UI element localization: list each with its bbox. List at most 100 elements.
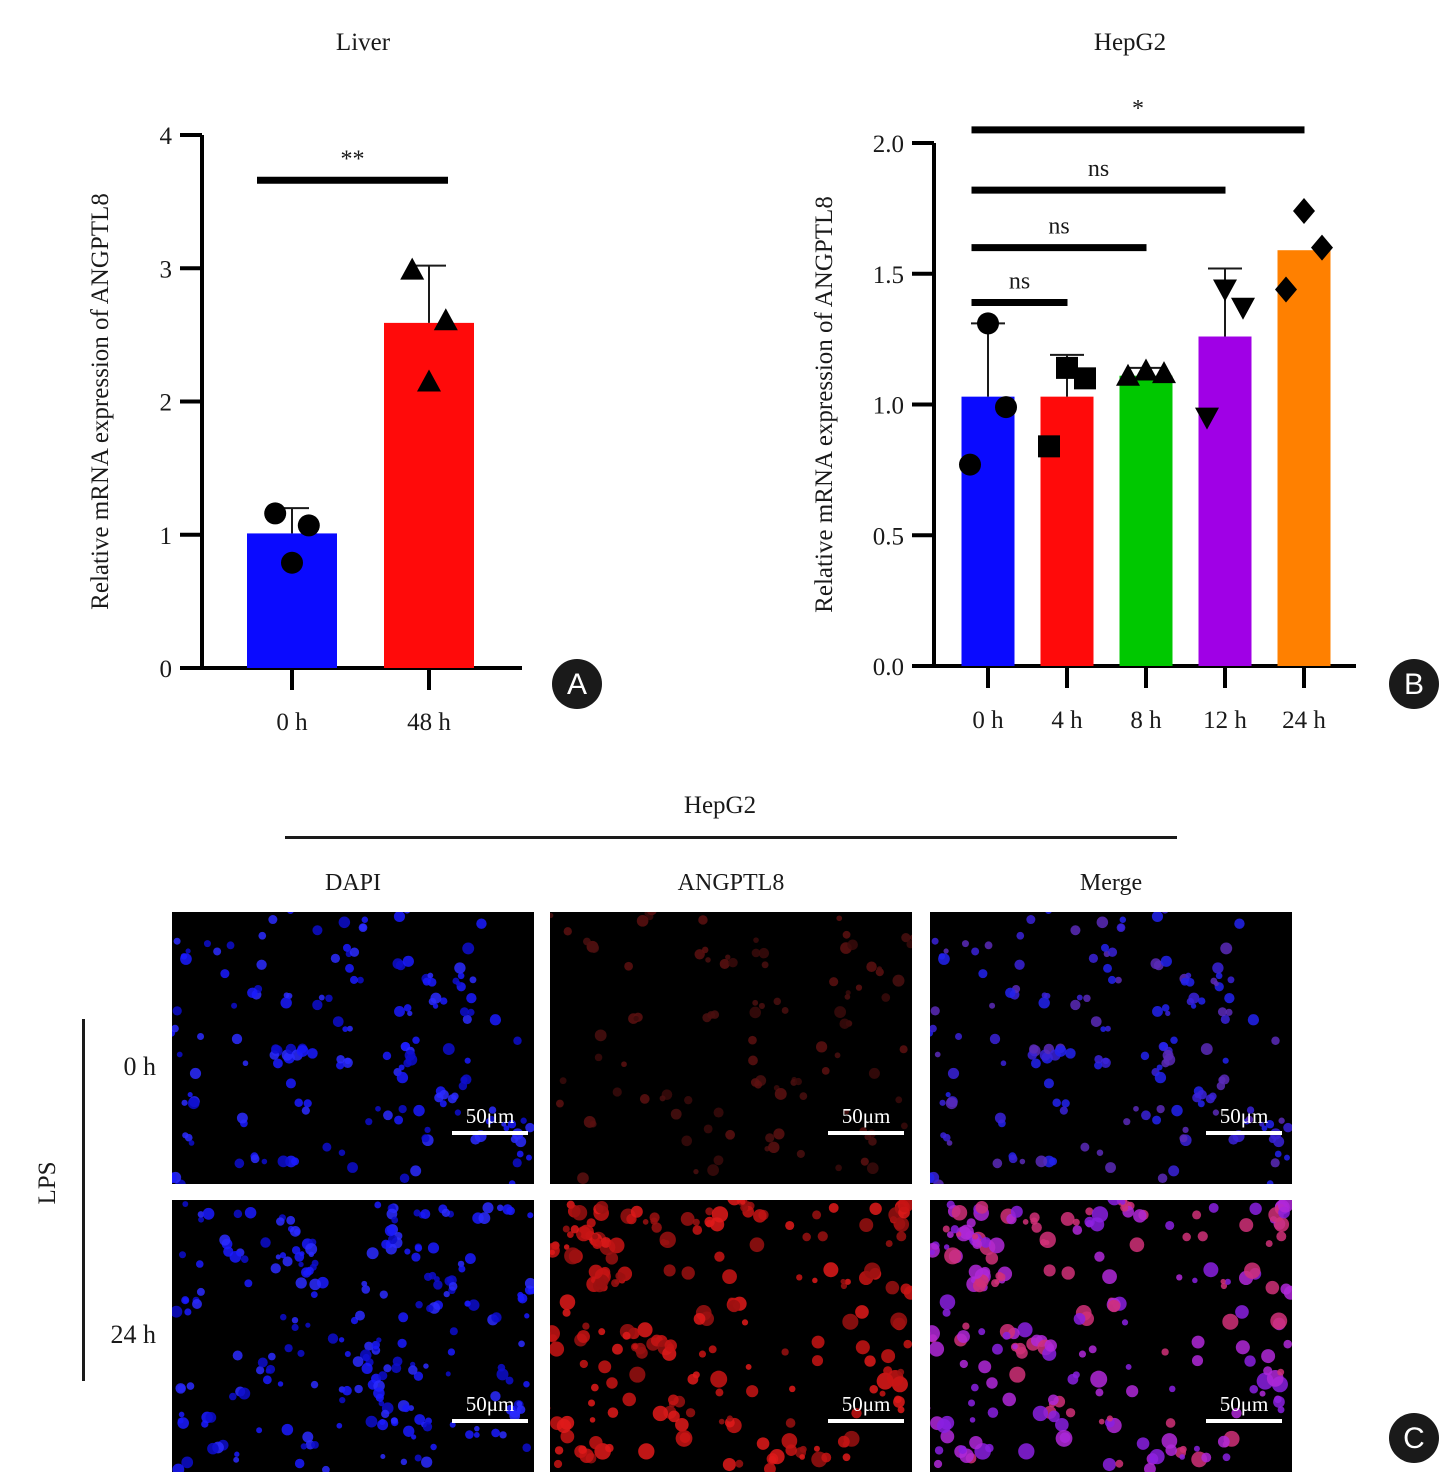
cell-nucleus xyxy=(1220,1014,1230,1024)
cell-nucleus xyxy=(524,1313,530,1319)
cell-nucleus xyxy=(336,1055,345,1064)
cell-nucleus xyxy=(1182,1232,1191,1242)
cell-nucleus xyxy=(1107,947,1118,957)
cell-nucleus xyxy=(774,1088,787,1100)
cell-nucleus xyxy=(1133,1209,1147,1223)
cell-nucleus xyxy=(842,1453,851,1462)
cell-nucleus xyxy=(812,1210,822,1220)
cell-nucleus xyxy=(1117,923,1125,931)
cell-nucleus xyxy=(179,1251,187,1259)
cell-nucleus xyxy=(197,1032,205,1040)
cell-nucleus xyxy=(869,1384,879,1394)
cell-nucleus xyxy=(403,1004,412,1012)
scale-bar-angptl8-24h: 50μm xyxy=(828,1392,904,1423)
cell-nucleus xyxy=(1055,1417,1069,1432)
cell-nucleus xyxy=(578,1445,587,1455)
cell-nucleus xyxy=(840,1282,848,1290)
micrograph-background xyxy=(550,912,912,1184)
cell-nucleus xyxy=(447,1094,457,1104)
cell-nucleus xyxy=(698,1350,707,1358)
cell-nucleus xyxy=(750,1078,760,1087)
cell-nucleus xyxy=(741,1319,749,1326)
cell-nucleus xyxy=(562,1308,571,1317)
cell-nucleus xyxy=(1215,972,1223,980)
cell-nucleus xyxy=(394,1006,405,1017)
cell-nucleus xyxy=(860,1157,869,1166)
x-tick-label: 8 h xyxy=(1130,707,1162,734)
cell-nucleus xyxy=(589,943,600,953)
cell-nucleus xyxy=(1096,916,1109,929)
cell-nucleus xyxy=(799,1454,805,1460)
cell-nucleus xyxy=(366,1247,379,1260)
cell-nucleus xyxy=(636,915,649,927)
cell-nucleus xyxy=(930,1024,937,1033)
cell-nucleus xyxy=(1270,1158,1280,1168)
cell-nucleus xyxy=(202,1207,215,1220)
cell-nucleus xyxy=(1161,912,1169,914)
cell-nucleus xyxy=(497,1363,506,1372)
cell-nucleus xyxy=(267,1352,276,1361)
cell-nucleus xyxy=(1016,931,1025,940)
cell-nucleus xyxy=(668,1410,680,1423)
cell-nucleus xyxy=(1278,1117,1285,1124)
cell-nucleus xyxy=(310,1380,319,1389)
cell-nucleus xyxy=(1065,1408,1076,1418)
cell-nucleus xyxy=(896,1231,907,1242)
cell-nucleus xyxy=(364,1341,374,1351)
cell-nucleus xyxy=(1266,1180,1274,1184)
cell-nucleus xyxy=(460,1076,468,1084)
svg-text:C: C xyxy=(1403,1422,1425,1455)
cell-nucleus xyxy=(893,1396,905,1408)
cell-nucleus xyxy=(298,1261,304,1268)
cell-nucleus xyxy=(735,1459,744,1468)
cell-nucleus xyxy=(1094,1251,1105,1262)
cell-nucleus xyxy=(257,1357,268,1368)
cell-nucleus xyxy=(559,1294,576,1310)
significance-label: ** xyxy=(341,146,365,172)
chart-a: Liver Relative mRNA expression of ANGPTL8… xyxy=(87,29,522,736)
cell-nucleus xyxy=(630,1205,643,1218)
cell-nucleus xyxy=(725,954,731,960)
cell-nucleus xyxy=(592,1233,599,1240)
cell-nucleus xyxy=(1235,1340,1250,1355)
cell-nucleus xyxy=(526,1154,532,1161)
svg-text:B: B xyxy=(1404,668,1424,701)
cell-nucleus xyxy=(1141,1110,1151,1121)
cell-nucleus xyxy=(1235,1305,1249,1319)
cell-nucleus xyxy=(909,934,912,941)
cell-nucleus xyxy=(181,1099,188,1106)
cell-nucleus xyxy=(424,1126,431,1133)
cell-nucleus xyxy=(1067,1373,1079,1385)
data-point xyxy=(959,453,981,476)
cell-nucleus xyxy=(345,963,354,973)
cell-nucleus xyxy=(722,1269,737,1285)
cell-nucleus xyxy=(499,1431,507,1439)
cell-nucleus xyxy=(576,1226,592,1242)
cell-nucleus xyxy=(522,1443,531,1452)
cell-nucleus xyxy=(834,1052,841,1059)
cell-nucleus xyxy=(305,1243,318,1256)
cell-nucleus xyxy=(305,1266,314,1276)
cell-nucleus xyxy=(1094,1061,1103,1070)
cell-nucleus xyxy=(725,1129,736,1140)
cell-nucleus xyxy=(1157,1173,1168,1183)
cell-nucleus xyxy=(763,1463,776,1472)
cell-nucleus xyxy=(836,915,843,922)
cell-nucleus xyxy=(897,1406,905,1414)
cell-nucleus xyxy=(868,1067,880,1079)
cell-nucleus xyxy=(885,1280,900,1295)
cell-nucleus xyxy=(692,1225,703,1235)
cell-nucleus xyxy=(493,1316,500,1322)
cell-nucleus xyxy=(256,1427,263,1434)
cell-nucleus xyxy=(303,1099,312,1108)
cell-nucleus xyxy=(233,1209,243,1219)
significance-label: ns xyxy=(1048,214,1069,240)
cell-nucleus xyxy=(1061,1099,1070,1108)
cell-nucleus xyxy=(1208,1202,1219,1213)
cell-nucleus xyxy=(876,966,883,972)
cell-nucleus xyxy=(1045,912,1052,914)
cell-nucleus xyxy=(843,1109,850,1115)
cell-nucleus xyxy=(394,1115,404,1125)
cell-nucleus xyxy=(586,1218,596,1228)
cell-nucleus xyxy=(281,1423,294,1436)
